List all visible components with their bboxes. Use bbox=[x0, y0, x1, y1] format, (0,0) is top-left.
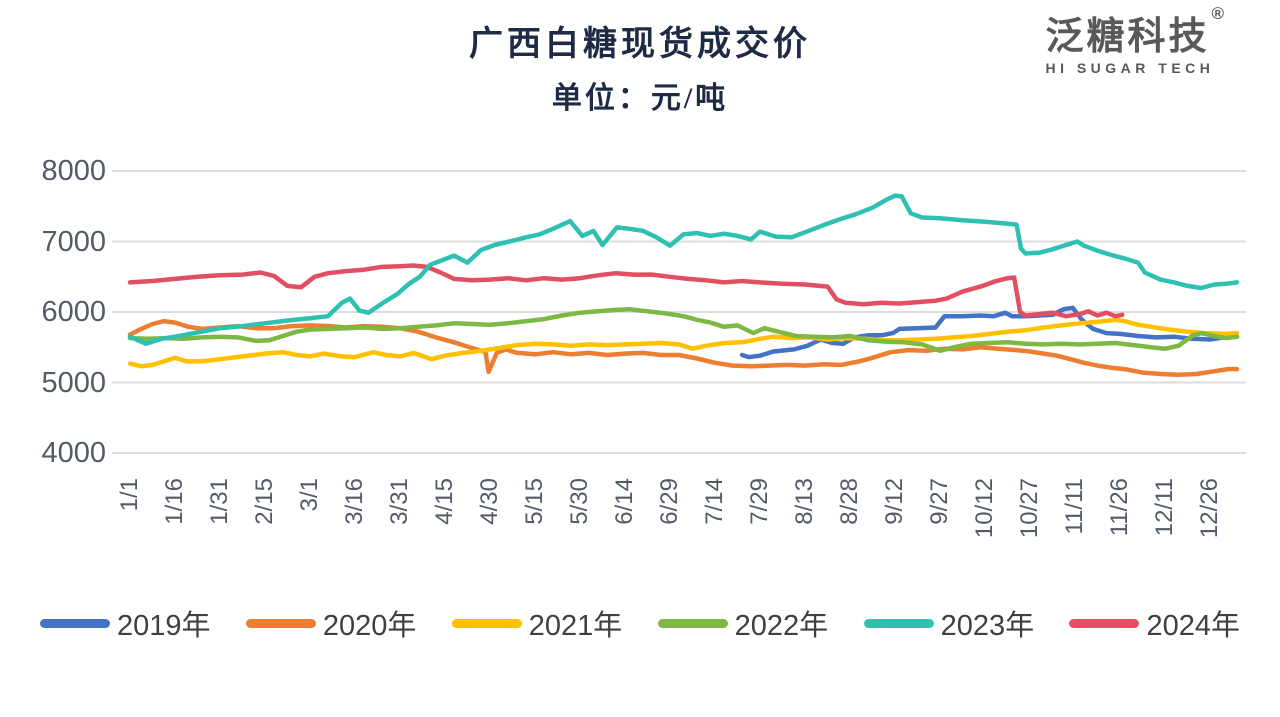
legend-swatch bbox=[1069, 618, 1140, 628]
x-tick-label: 8/13 bbox=[791, 478, 818, 525]
x-tick-label: 1/16 bbox=[161, 478, 188, 525]
y-axis-label: 8000 bbox=[41, 155, 106, 187]
x-tick-label: 9/27 bbox=[926, 478, 953, 525]
legend-label: 2021年 bbox=[528, 610, 623, 642]
chart-unit-label: 单位：元/吨 bbox=[551, 82, 729, 115]
legend-swatch bbox=[863, 618, 934, 628]
x-tick-label: 2/15 bbox=[251, 478, 278, 525]
x-tick-label: 12/11 bbox=[1151, 478, 1178, 537]
legend-label: 2024年 bbox=[1146, 610, 1240, 642]
x-tick-label: 9/12 bbox=[881, 478, 908, 525]
y-axis-label: 6000 bbox=[41, 296, 106, 328]
brand-logo-en: HI SUGAR TECH bbox=[1045, 60, 1215, 76]
x-tick-label: 4/30 bbox=[476, 478, 503, 525]
x-tick-label: 5/15 bbox=[521, 478, 548, 525]
x-tick-label: 6/14 bbox=[611, 478, 638, 525]
x-tick-label: 1/1 bbox=[116, 478, 143, 512]
brand-logo-cn: 泛糖科技® bbox=[1045, 5, 1224, 58]
y-axis-label: 4000 bbox=[41, 437, 106, 469]
x-tick-label: 5/30 bbox=[566, 478, 593, 525]
x-tick-label: 8/28 bbox=[836, 478, 863, 525]
x-tick-label: 7/14 bbox=[701, 478, 728, 525]
brand-logo-cn-text: 泛糖科技 bbox=[1045, 16, 1210, 58]
x-tick-label: 10/27 bbox=[1016, 478, 1043, 539]
legend-label: 2020年 bbox=[322, 610, 417, 642]
brand-logo: 泛糖科技® HI SUGAR TECH bbox=[1045, 5, 1224, 76]
x-tick-label: 1/31 bbox=[206, 478, 233, 525]
legend-swatch bbox=[40, 618, 110, 628]
chart-title: 广西白糖现货成交价 单位：元/吨 bbox=[0, 16, 1280, 117]
y-axis-label: 5000 bbox=[41, 366, 106, 399]
legend-label: 2022年 bbox=[734, 610, 829, 642]
legend-item: 2022年 bbox=[657, 602, 829, 644]
x-tick-label: 7/29 bbox=[746, 478, 773, 525]
x-tick-label: 6/29 bbox=[656, 478, 683, 525]
x-tick-label: 10/12 bbox=[971, 478, 998, 539]
legend-label: 2023年 bbox=[940, 610, 1035, 642]
legend-item: 2021年 bbox=[451, 602, 623, 644]
legend-item: 2024年 bbox=[1069, 602, 1240, 644]
legend-item: 2023年 bbox=[863, 602, 1035, 644]
y-axis-label: 7000 bbox=[41, 225, 106, 258]
x-tick-label: 11/26 bbox=[1106, 478, 1133, 537]
legend-item: 2019年 bbox=[40, 602, 211, 644]
x-tick-label: 12/26 bbox=[1196, 478, 1223, 539]
x-tick-label: 4/15 bbox=[431, 478, 458, 525]
registered-trademark-icon: ® bbox=[1211, 4, 1224, 24]
legend-swatch bbox=[245, 618, 316, 628]
x-tick-label: 3/31 bbox=[386, 478, 413, 525]
x-tick-label: 11/11 bbox=[1061, 478, 1088, 535]
series-line-2024年 bbox=[127, 263, 1125, 319]
series-line-2023年 bbox=[127, 193, 1240, 346]
legend-swatch bbox=[657, 618, 728, 628]
chart-title-text: 广西白糖现货成交价 bbox=[469, 26, 811, 63]
legend-label: 2019年 bbox=[117, 610, 211, 642]
x-tick-label: 3/1 bbox=[296, 478, 323, 512]
legend: 2019年 2020年 2021年 2022年 2023年 2024年 bbox=[0, 602, 1280, 644]
series-line-2020年 bbox=[127, 318, 1240, 377]
series-line-2022年 bbox=[127, 306, 1240, 354]
x-tick-label: 3/16 bbox=[341, 478, 368, 525]
series-line-2021年 bbox=[127, 317, 1240, 369]
legend-swatch bbox=[451, 618, 522, 628]
legend-item: 2020年 bbox=[245, 602, 417, 644]
